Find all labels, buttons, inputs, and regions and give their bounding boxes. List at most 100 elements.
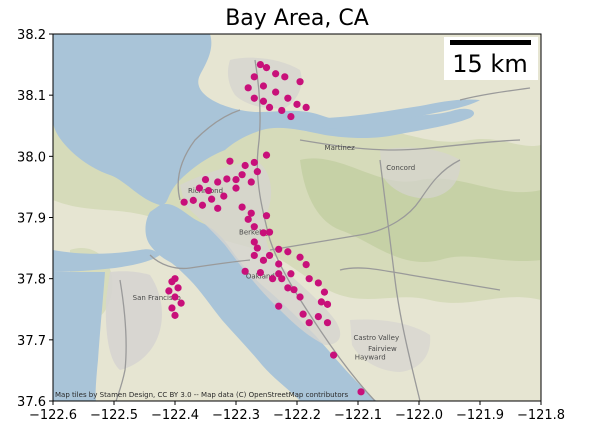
data-point [290, 286, 298, 294]
data-point [168, 304, 176, 312]
x-tick-label: −122.0 [395, 408, 443, 423]
data-point [259, 229, 268, 237]
data-point [256, 268, 264, 277]
y-tick-label: 38.2 [17, 28, 46, 43]
road-i680 [379, 159, 421, 401]
data-point [293, 100, 301, 108]
x-tick-label: −122.1 [334, 408, 382, 423]
data-point [165, 287, 173, 295]
data-point [259, 97, 268, 105]
data-point [262, 64, 271, 72]
scalebar-label: 15 km [452, 50, 527, 78]
data-point [299, 310, 307, 318]
central-bay-water [145, 203, 378, 401]
data-point [317, 298, 325, 306]
data-point [198, 201, 207, 209]
data-point [259, 256, 268, 264]
data-point [305, 319, 313, 327]
y-tick-label: 37.6 [17, 395, 46, 410]
data-point [220, 192, 228, 200]
data-point [323, 300, 332, 308]
data-point [269, 275, 277, 283]
data-point [171, 311, 179, 319]
data-point [232, 184, 240, 192]
data-point [250, 158, 258, 167]
data-point [195, 184, 203, 192]
road-hwy4 [299, 139, 521, 151]
road-us101 [115, 279, 127, 401]
data-point [284, 248, 292, 256]
x-tick-label: −122.6 [29, 408, 77, 423]
data-point [278, 106, 286, 115]
data-point [284, 94, 292, 102]
place-label: Hayward [355, 353, 386, 361]
data-point [262, 212, 271, 220]
data-point [284, 284, 292, 292]
data-point [320, 288, 329, 296]
place-label: San Francisco [133, 294, 181, 302]
place-label: Concord [386, 164, 415, 172]
x-tick-label: −121.8 [517, 408, 565, 423]
data-point [247, 178, 255, 186]
data-point [256, 60, 264, 69]
map-title: Bay Area, CA [225, 6, 369, 31]
place-label: Berkeley [239, 229, 270, 237]
data-point [201, 175, 210, 184]
y-tick-label: 37.7 [17, 334, 46, 349]
data-point [302, 260, 310, 269]
data-point [272, 70, 280, 78]
x-axis: −122.6 −122.5 −122.4 −122.3 −122.2 −122.1 −122… [29, 401, 565, 423]
x-tick-label: −122.5 [90, 408, 138, 423]
data-point [305, 275, 313, 283]
data-point [287, 112, 295, 121]
x-tick-label: −122.3 [212, 408, 260, 423]
data-point [247, 209, 255, 217]
data-point [296, 253, 304, 261]
x-tick-label: −122.4 [151, 408, 199, 423]
data-point [250, 251, 258, 260]
data-point [314, 279, 322, 287]
y-tick-label: 38.1 [17, 89, 46, 104]
road-richmond [177, 109, 241, 201]
data-point [189, 196, 197, 204]
data-point [241, 267, 249, 275]
data-point [253, 244, 261, 252]
data-point [250, 94, 258, 102]
data-point [314, 312, 322, 321]
data-point [214, 178, 222, 186]
north-bay-water [53, 34, 475, 205]
data-point [232, 175, 240, 184]
data-point [275, 302, 283, 310]
map-attribution: Map tiles by Stamen Design, CC BY 3.0 --… [55, 391, 349, 399]
data-point [223, 175, 231, 183]
data-point [244, 84, 252, 92]
data-point [265, 103, 274, 111]
data-point [357, 388, 365, 396]
x-tick-label: −121.9 [456, 408, 504, 423]
data-point [241, 161, 249, 170]
place-label: Martinez [325, 144, 356, 152]
data-point [265, 228, 274, 236]
data-point [226, 157, 234, 165]
data-point [214, 204, 222, 212]
data-point [281, 73, 289, 81]
road-bay-bridge [149, 254, 251, 270]
concord-urban [380, 147, 461, 199]
data-point [323, 319, 332, 327]
data-point [287, 270, 295, 278]
scalebar: 15 km [444, 37, 538, 80]
data-point [244, 215, 252, 223]
data-point [208, 195, 216, 203]
place-label: Oakland [246, 273, 275, 281]
data-point [262, 151, 271, 159]
place-label: Fairview [368, 345, 397, 353]
points-layer [165, 60, 365, 396]
y-tick-label: 37.8 [17, 273, 46, 288]
suisun-bay-water [300, 99, 480, 129]
y-axis: 37.6 37.7 37.8 37.9 38.0 38.1 38.2 [17, 28, 53, 410]
data-point [204, 186, 213, 195]
data-point [238, 171, 246, 179]
data-point [330, 351, 338, 359]
